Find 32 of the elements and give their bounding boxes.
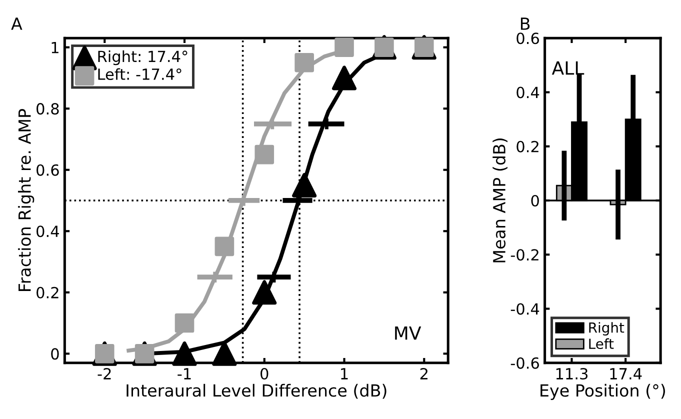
- x-tick-label: 17.4: [610, 368, 642, 380]
- y-axis-title: Mean AMP (dB): [492, 138, 508, 262]
- x-tick-label: -1: [178, 368, 191, 380]
- legend-label: Left: -17.4°: [98, 68, 182, 80]
- y-tick-label: -0.2: [510, 249, 538, 261]
- y-tick-label: 0.6: [516, 32, 539, 44]
- x-tick-label: 11.3: [556, 368, 588, 380]
- x-axis-title: Eye Position (°): [540, 384, 665, 400]
- y-tick-label: 1: [52, 42, 58, 54]
- y-tick-label: 0.8: [36, 103, 59, 115]
- legend-label: Left: [589, 338, 614, 350]
- annotation: MV: [395, 326, 422, 340]
- legend-label: Right: [589, 322, 624, 336]
- x-tick-label: 1: [341, 368, 348, 380]
- y-tick-label: -0.4: [510, 303, 540, 315]
- legend-label: Right: 17.4°: [98, 50, 188, 66]
- y-tick-label: 0.2: [36, 286, 58, 298]
- x-axis-title: Interaural Level Difference (dB): [126, 384, 386, 399]
- x-tick-label: 2: [420, 368, 428, 380]
- y-axis-title: Fraction Right re. AMP: [18, 108, 34, 291]
- y-tick-label: -0.6: [510, 357, 539, 369]
- x-tick-label: 0: [260, 368, 268, 380]
- x-tick-label: -2: [98, 368, 111, 380]
- annotation: ALL: [552, 61, 584, 75]
- chart-title: A: [11, 18, 22, 30]
- y-tick-label: 0: [51, 348, 59, 360]
- y-tick-label: 0: [531, 194, 539, 207]
- y-tick-label: 0.2: [516, 140, 538, 152]
- y-tick-label: 0.4: [36, 226, 59, 238]
- y-tick-label: 0.6: [36, 164, 59, 176]
- y-tick-label: 0.4: [516, 86, 540, 98]
- chart-title: B: [520, 18, 530, 30]
